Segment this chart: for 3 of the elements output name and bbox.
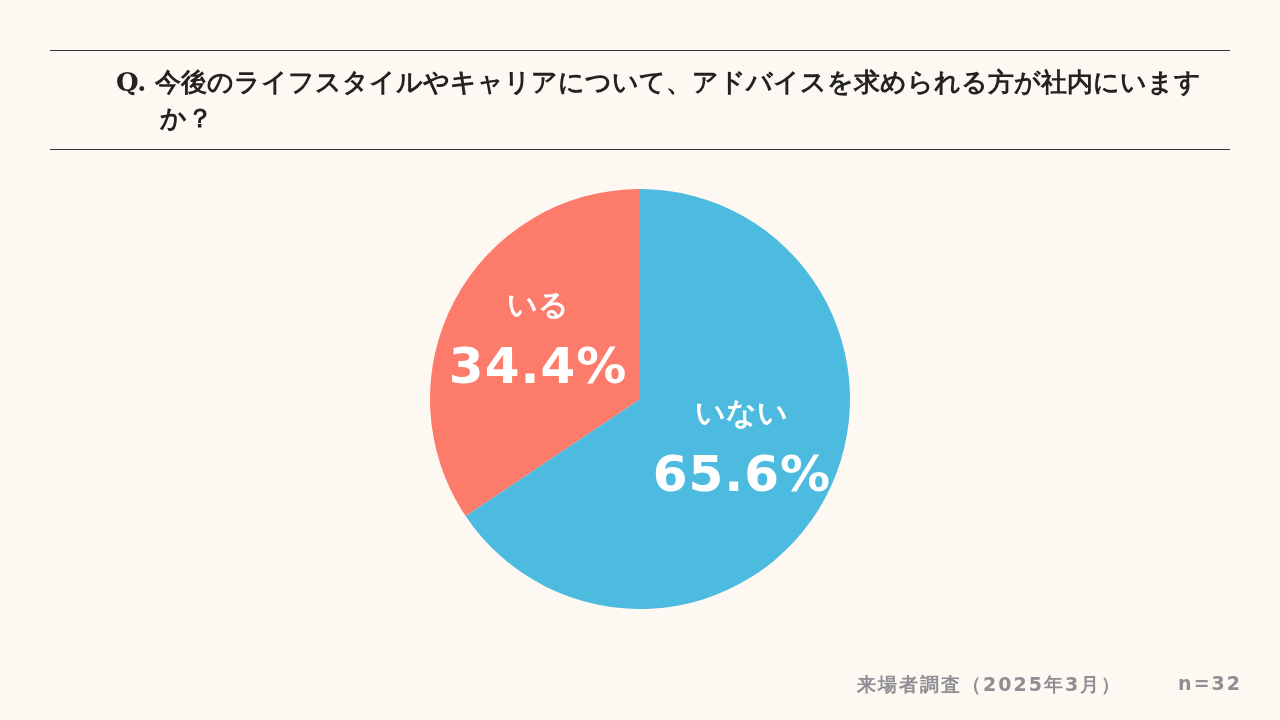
text: 来場者調査（2025年3月） (857, 672, 1123, 697)
text: n=32 (1178, 672, 1242, 696)
chart-title: Q. 今後のライフスタイルやキャリアについて、アドバイスを求められる方が社内にいますか？ (115, 66, 1203, 135)
